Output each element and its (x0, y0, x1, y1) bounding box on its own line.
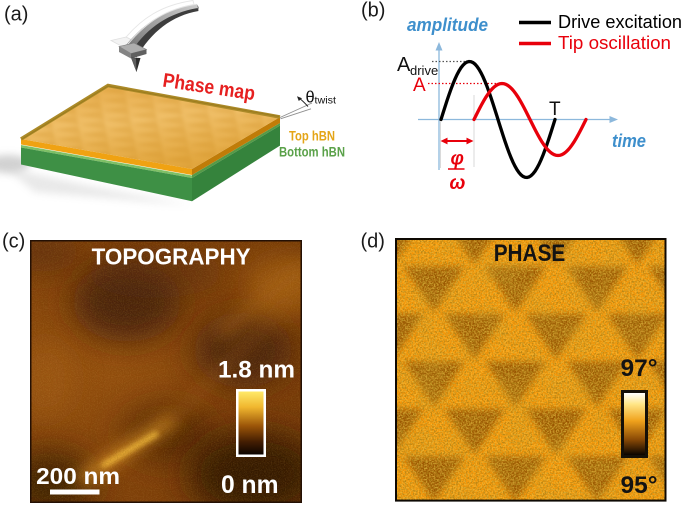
svg-text:(d): (d) (361, 231, 385, 253)
svg-text:Drive excitation: Drive excitation (558, 12, 682, 32)
svg-text:ω: ω (450, 173, 466, 194)
svg-text:twist: twist (315, 95, 337, 107)
svg-text:(c): (c) (2, 231, 25, 253)
svg-text:(b): (b) (361, 0, 385, 22)
svg-text:θ: θ (306, 89, 315, 107)
svg-text:(a): (a) (4, 4, 28, 26)
svg-text:Top hBN: Top hBN (289, 128, 335, 144)
svg-text:amplitude: amplitude (407, 15, 488, 35)
svg-text:T: T (549, 99, 561, 120)
svg-text:drive: drive (410, 63, 438, 78)
svg-text:Tip oscillation: Tip oscillation (558, 33, 671, 53)
svg-text:1.8 nm: 1.8 nm (218, 357, 295, 384)
svg-text:200 nm: 200 nm (36, 463, 120, 489)
svg-text:A: A (413, 75, 426, 96)
svg-text:PHASE: PHASE (494, 240, 566, 267)
svg-text:97°: 97° (621, 355, 658, 382)
svg-text:φ: φ (451, 149, 464, 170)
svg-text:TOPOGRAPHY: TOPOGRAPHY (92, 243, 251, 269)
svg-text:A: A (397, 54, 411, 76)
svg-text:0 nm: 0 nm (221, 472, 279, 499)
svg-text:Bottom hBN: Bottom hBN (279, 144, 345, 160)
svg-text:95°: 95° (621, 472, 658, 499)
svg-text:time: time (612, 131, 646, 151)
